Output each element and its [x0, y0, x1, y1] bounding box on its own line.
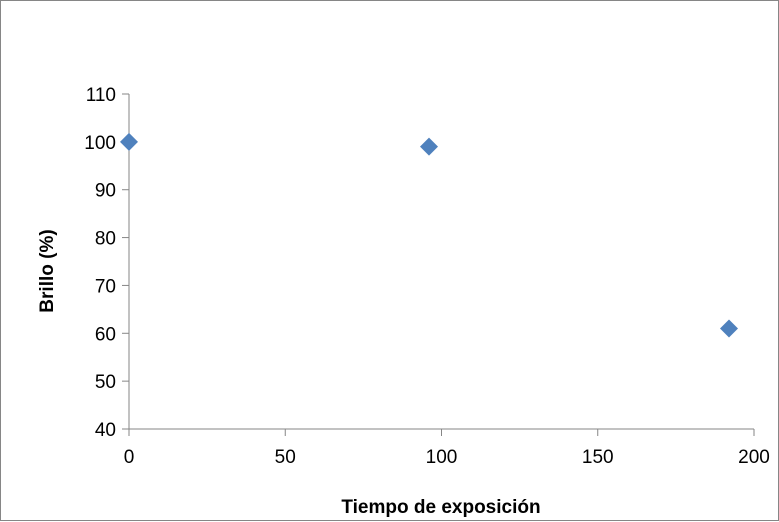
y-tick-label: 100 [84, 133, 116, 154]
tick-labels: 40 50 60 70 80 90 100 110 0 50 100 150 200 [84, 85, 770, 468]
y-tick-label: 80 [95, 229, 116, 250]
x-axis-title: Tiempo de exposición [341, 497, 540, 518]
x-tick-label: 200 [738, 447, 770, 468]
y-tick-label: 60 [95, 324, 116, 345]
data-point-diamond [720, 319, 738, 338]
y-tick-label: 40 [95, 420, 116, 441]
data-points [120, 132, 738, 338]
x-tick-label: 150 [582, 447, 614, 468]
y-tick-label: 110 [86, 85, 116, 106]
data-point-diamond [120, 132, 138, 151]
x-tick-label: 50 [275, 447, 296, 468]
x-tick-label: 0 [124, 447, 135, 468]
y-tick-label: 70 [95, 276, 116, 297]
y-tick-label: 50 [95, 372, 116, 393]
y-tick-label: 90 [95, 181, 116, 202]
data-point-diamond [420, 137, 438, 156]
y-axis-title: Brillo (%) [37, 229, 58, 312]
x-tick-label: 100 [426, 447, 458, 468]
ticks [122, 93, 755, 436]
axes [128, 94, 754, 430]
